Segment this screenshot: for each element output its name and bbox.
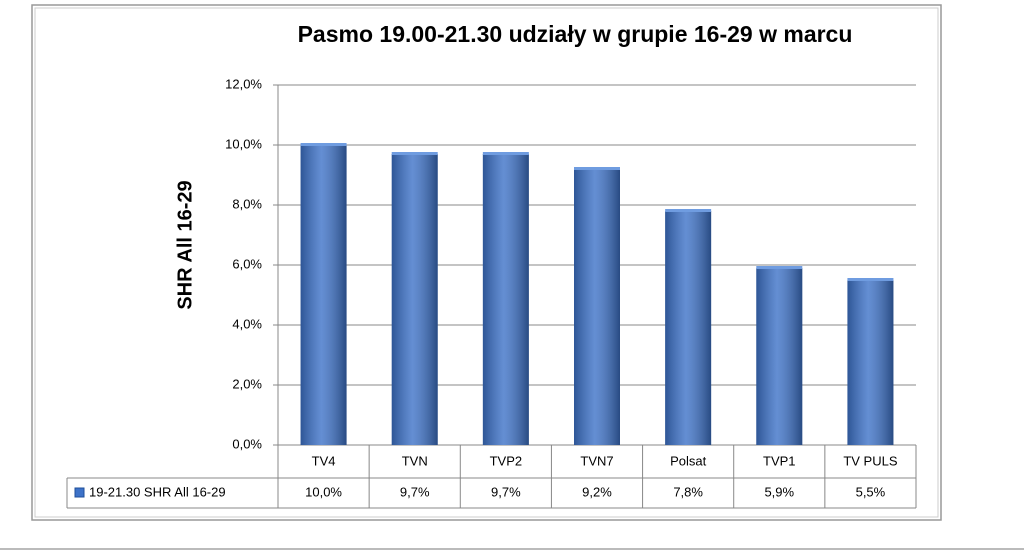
bar-shade bbox=[300, 145, 347, 445]
category-label: TVN bbox=[402, 453, 428, 468]
bar-top bbox=[756, 266, 803, 269]
value-label: 9,7% bbox=[491, 484, 521, 499]
value-label: 7,8% bbox=[673, 484, 703, 499]
y-tick-label: 8,0% bbox=[232, 196, 262, 211]
bar-top bbox=[847, 278, 894, 281]
y-tick-label: 4,0% bbox=[232, 316, 262, 331]
bar-top bbox=[391, 152, 438, 155]
y-tick-label: 10,0% bbox=[225, 136, 262, 151]
bar-top bbox=[574, 167, 620, 170]
chart-frame-inner bbox=[34, 7, 939, 518]
category-label: TVP2 bbox=[490, 453, 523, 468]
legend-swatch bbox=[74, 487, 85, 498]
y-tick-label: 12,0% bbox=[225, 76, 262, 91]
bar-top bbox=[665, 209, 712, 212]
bar-shade bbox=[756, 268, 803, 445]
y-tick-label: 6,0% bbox=[232, 256, 262, 271]
y-tick-label: 0,0% bbox=[232, 436, 262, 451]
bar-shade bbox=[847, 280, 894, 445]
category-label: TVN7 bbox=[580, 453, 613, 468]
legend-label: 19-21.30 SHR All 16-29 bbox=[89, 484, 226, 499]
y-tick-label: 2,0% bbox=[232, 376, 262, 391]
category-label: TV4 bbox=[312, 453, 336, 468]
value-label: 9,2% bbox=[582, 484, 612, 499]
value-label: 5,5% bbox=[856, 484, 886, 499]
bar-top bbox=[300, 143, 347, 146]
value-label: 9,7% bbox=[400, 484, 430, 499]
bar-shade bbox=[391, 154, 438, 445]
bar-top bbox=[482, 152, 529, 155]
y-axis-title: SHR All 16-29 bbox=[174, 180, 196, 309]
value-label: 5,9% bbox=[764, 484, 794, 499]
bar-shade bbox=[482, 154, 529, 445]
value-label: 10,0% bbox=[305, 484, 342, 499]
category-label: TV PULS bbox=[843, 453, 898, 468]
category-label: Polsat bbox=[670, 453, 707, 468]
category-label: TVP1 bbox=[763, 453, 796, 468]
bar-shade bbox=[574, 169, 620, 445]
bar-shade bbox=[665, 211, 712, 445]
chart-title: Pasmo 19.00-21.30 udziały w grupie 16-29… bbox=[298, 21, 853, 47]
